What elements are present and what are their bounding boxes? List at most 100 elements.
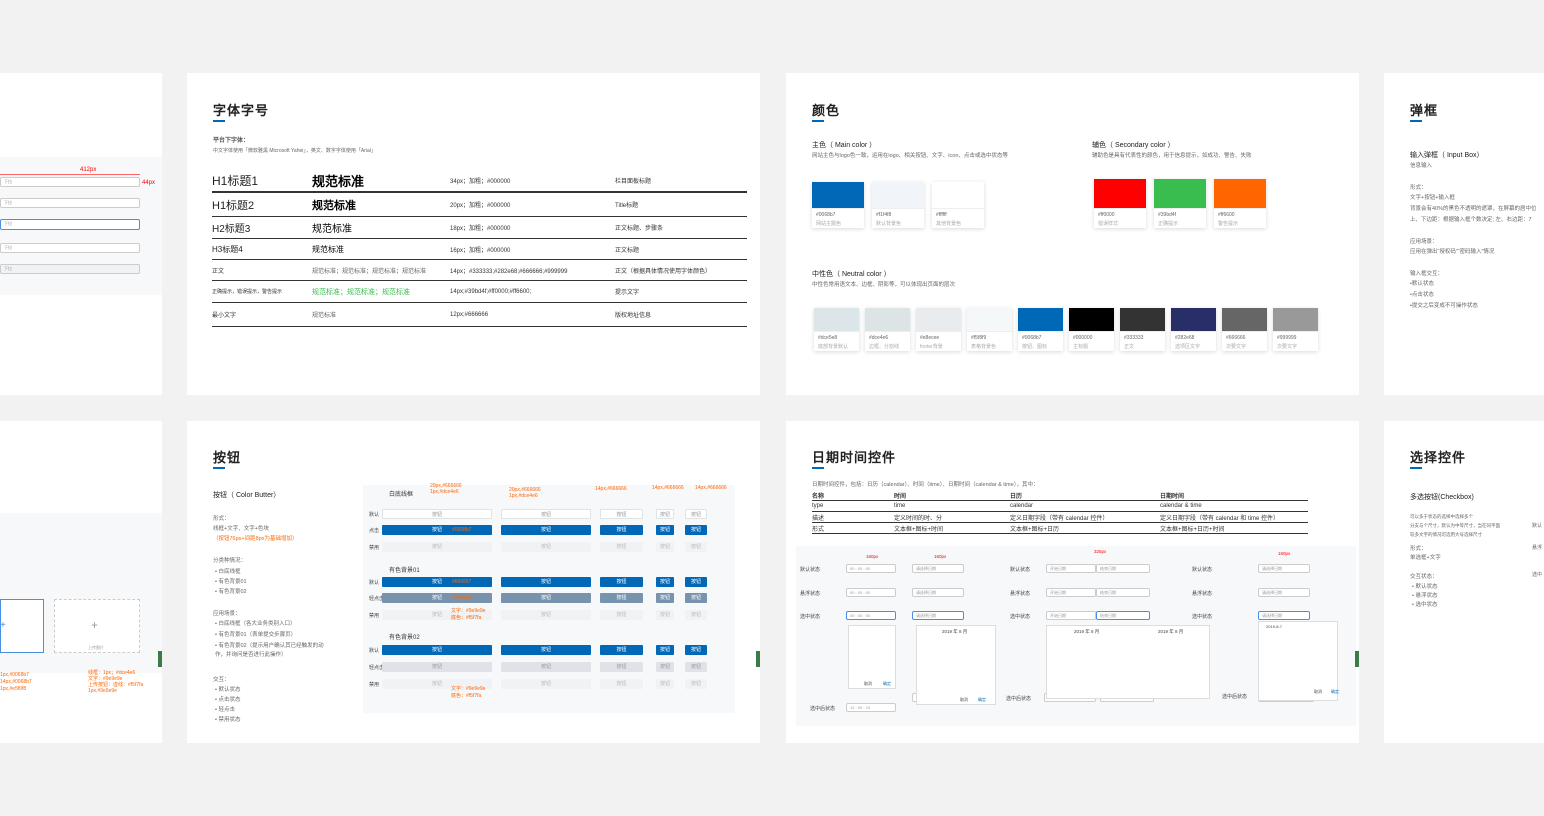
button[interactable]: 按钮 #7893ad [382, 593, 492, 603]
button[interactable]: 按钮 [656, 542, 674, 552]
scene-3: • 有色背景02（提示用户确认其已经触发的动作，并询问是否进行此操作） [215, 643, 324, 658]
button[interactable]: 按钮 [501, 610, 591, 620]
color-swatch: #ff0000 错误样式 [1094, 179, 1146, 228]
button[interactable]: 按钮 [501, 509, 591, 519]
button[interactable]: 按钮 [656, 593, 674, 603]
upload-box-active[interactable] [0, 599, 44, 653]
ok-button: 确定 [1331, 689, 1339, 694]
button[interactable]: 按钮 [656, 610, 674, 620]
button[interactable]: 按钮 [685, 542, 707, 552]
button[interactable]: 按钮 #0068b7 [382, 525, 492, 535]
button[interactable]: 按钮 [685, 610, 707, 620]
swatch-hex: #dce4e6 [869, 335, 889, 341]
time-input[interactable]: 00 : 00 : 00 [846, 588, 896, 597]
color-code: #0068b7 [452, 527, 472, 533]
button[interactable]: 按钮 [600, 577, 643, 587]
range-end[interactable]: 结束日期 [1096, 564, 1150, 573]
button[interactable]: 按钮 [656, 645, 674, 655]
sample: 规范标准；规范标准；规范标准 [312, 288, 410, 296]
button[interactable]: 按钮 [685, 679, 707, 689]
button[interactable]: 按钮 [600, 509, 643, 519]
range-start[interactable]: 开始日期 [1046, 588, 1096, 597]
color-swatch: #ff6600 警告提示 [1214, 179, 1266, 228]
time-input[interactable]: 12 : 09 : 23 [846, 703, 896, 712]
swatch-hex: #dce5e8 [818, 335, 838, 341]
dropdown-4[interactable]: 下拉 [0, 243, 140, 253]
date-input[interactable]: 请选择日期 [912, 588, 964, 597]
title-underline [812, 467, 824, 469]
button[interactable]: 按钮 [501, 542, 591, 552]
note-2: 14px,#0068b7 [0, 679, 32, 685]
button[interactable]: 按钮 [656, 679, 674, 689]
datetime-input[interactable]: 请选择日期 [1258, 588, 1310, 597]
dropdown-5[interactable]: 下拉 [0, 264, 140, 274]
button[interactable]: 按钮 [600, 662, 643, 672]
button[interactable]: 按钮 [382, 662, 492, 672]
button[interactable]: 按钮 [501, 525, 591, 535]
button[interactable]: 按钮 [501, 577, 591, 587]
cat-1-text: 白底线框 [218, 569, 241, 575]
time-input[interactable]: 00 : 00 : 00 [846, 611, 896, 620]
range-start[interactable]: 开始日期 [1046, 611, 1096, 620]
button[interactable]: 按钮 [501, 679, 591, 689]
dropdown-2[interactable]: 下拉 [0, 198, 140, 208]
swatch-hex: #f1f4f8 [876, 212, 892, 218]
date-input[interactable]: 请选择日期 [912, 611, 964, 620]
button[interactable]: 按钮 [600, 593, 643, 603]
swatch-color [1018, 308, 1063, 332]
form-line: 线框+文字、文字+色块 [213, 526, 269, 532]
button[interactable]: 按钮 [382, 610, 492, 620]
select-sub: 多选按钮(Checkbox) [1410, 494, 1474, 501]
swatch-color [872, 182, 924, 209]
swatch-note: 表格背景色 [971, 344, 997, 350]
button[interactable]: 按钮 [382, 542, 492, 552]
swatch-color [1171, 308, 1216, 332]
button[interactable]: 按钮 [382, 645, 492, 655]
range-start[interactable]: 开始日期 [1046, 564, 1096, 573]
button[interactable]: 按钮 [501, 662, 591, 672]
button[interactable]: 按钮 #666667 [382, 577, 492, 587]
calendar-range-popup [1046, 625, 1210, 699]
button[interactable]: 按钮 [685, 593, 707, 603]
datetime-table: 名称 时间 日历 日期时间 type time calendar calenda… [812, 491, 1308, 534]
use: 正文（根据具体情况使用字体颜色） [615, 268, 712, 275]
dropdown-3-focused[interactable]: 下拉 [0, 219, 140, 230]
button[interactable]: 按钮 [685, 525, 707, 535]
time-input[interactable]: 00 : 00 : 00 [846, 564, 896, 573]
datetime-input[interactable]: 请选择日期 [1258, 611, 1310, 620]
button[interactable]: 按钮 [656, 577, 674, 587]
color-swatch: #0068b7 网站主题色 [812, 182, 864, 228]
swatch-note: 正文 [1124, 344, 1135, 350]
button[interactable]: 按钮 [656, 509, 674, 519]
button[interactable]: 按钮 [501, 645, 591, 655]
dropdown-1[interactable]: 下拉 [0, 177, 140, 187]
header-cell: 日历 [1010, 494, 1023, 500]
button[interactable]: 按钮 [656, 525, 674, 535]
button[interactable]: 按钮 [382, 679, 492, 689]
button[interactable]: 按钮 [685, 577, 707, 587]
datetime-input[interactable]: 请选择日期 [1258, 564, 1310, 573]
button[interactable]: 按钮 [685, 645, 707, 655]
button[interactable]: 按钮 [685, 509, 707, 519]
spec: 34px；加粗；#000000 [450, 178, 511, 185]
upload-box[interactable] [54, 599, 140, 653]
button[interactable]: 按钮 [600, 610, 643, 620]
button[interactable]: 按钮 [501, 593, 591, 603]
swatch-hex: #666666 [1226, 335, 1246, 341]
cell: 文本框+图标+时间 [894, 526, 944, 533]
dropdown-3-text: 下拉 [4, 221, 12, 226]
range-end[interactable]: 结束日期 [1096, 611, 1150, 620]
button[interactable]: 按钮 [600, 679, 643, 689]
button[interactable]: 按钮 [656, 662, 674, 672]
button[interactable]: 按钮 [382, 509, 492, 519]
button[interactable]: 按钮 [600, 645, 643, 655]
swatch-color [1094, 179, 1146, 209]
button[interactable]: 按钮 [600, 542, 643, 552]
range-end[interactable]: 结束日期 [1096, 588, 1150, 597]
date-input[interactable]: 请选择日期 [912, 564, 964, 573]
swatch-hex: #39bd4f [1158, 212, 1177, 218]
table-row: H1标题1 规范标准 34px；加粗；#000000 栏目面板标题 [212, 169, 747, 193]
button[interactable]: 按钮 [600, 525, 643, 535]
button[interactable]: 按钮 [685, 662, 707, 672]
inter-1-text: 默认状态 [1415, 584, 1438, 590]
